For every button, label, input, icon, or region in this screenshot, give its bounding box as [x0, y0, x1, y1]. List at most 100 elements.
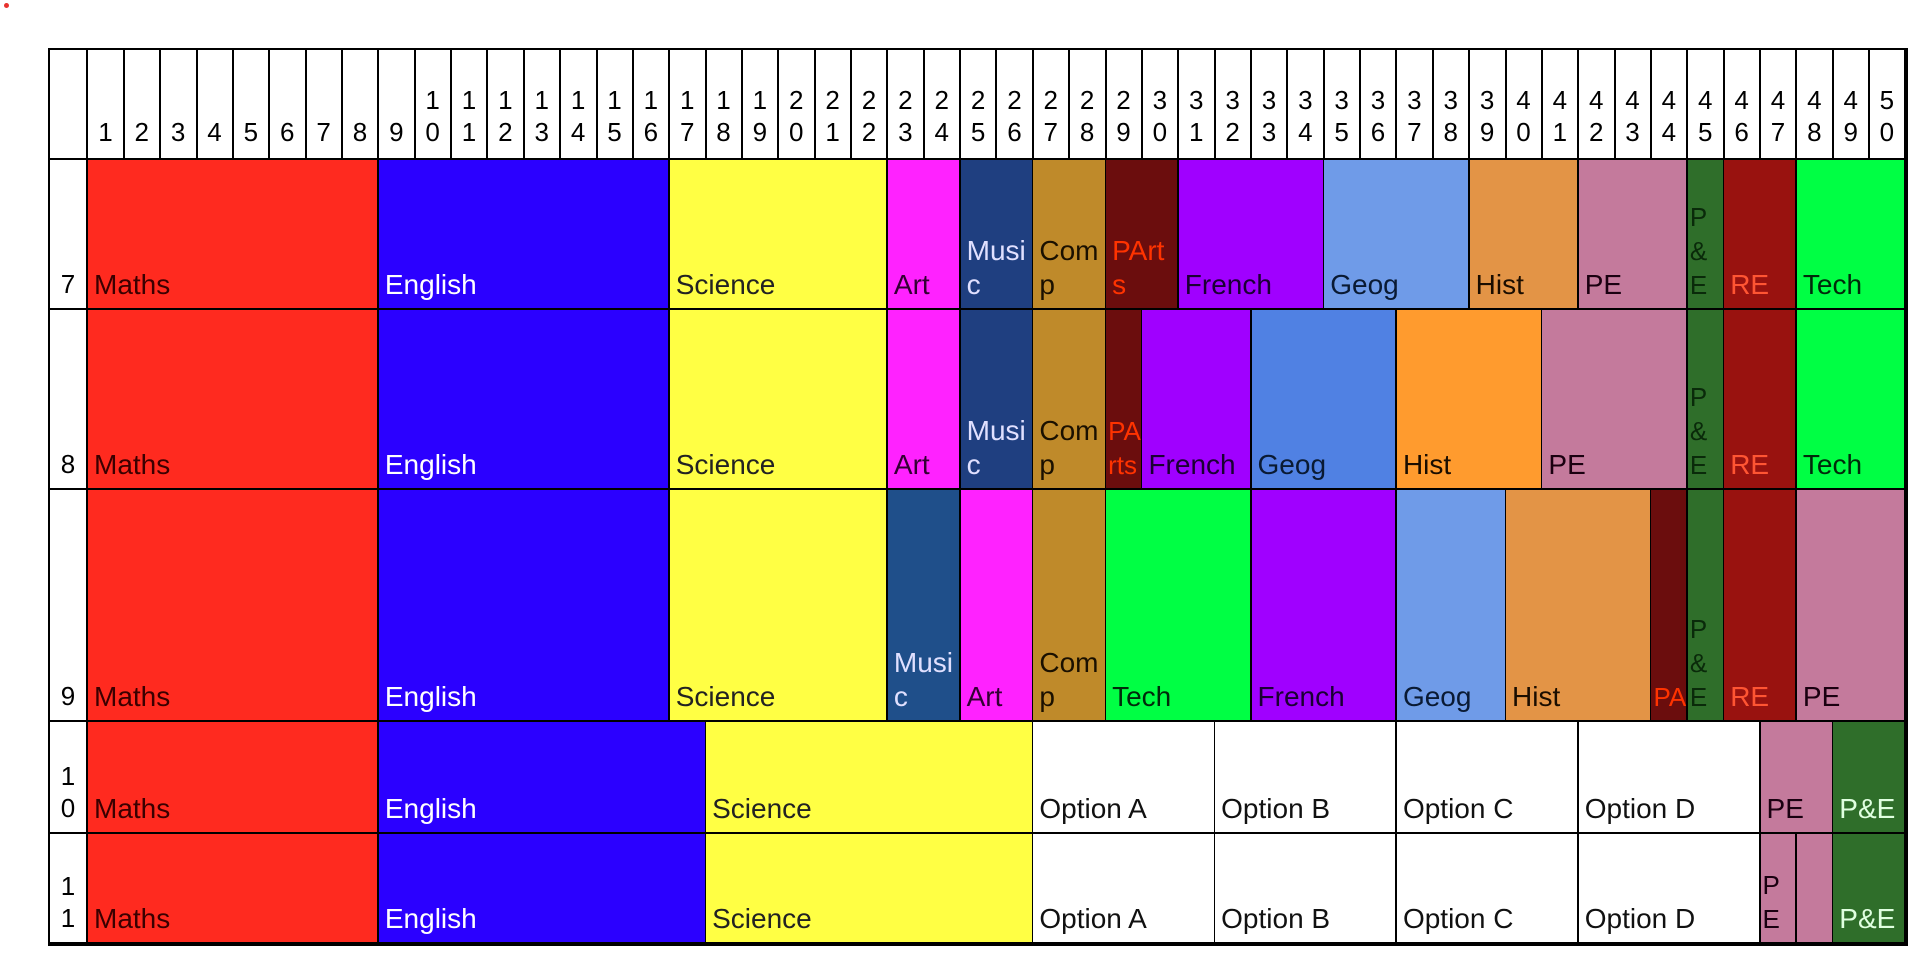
subject-block: PA: [1651, 490, 1689, 722]
year-label: 1 1: [50, 834, 88, 944]
year-label-text: 8: [60, 449, 76, 479]
period-number: 5 0: [1869, 50, 1906, 160]
subject-block: PE: [1796, 490, 1907, 722]
subject-block: Art: [887, 160, 962, 310]
subject-label: Geog: [1402, 681, 1472, 712]
period-number: 4 3: [1615, 50, 1652, 160]
subject-label: RE: [1730, 681, 1770, 712]
subject-block: Maths: [88, 722, 380, 834]
period-number: 1 7: [669, 50, 707, 160]
subject-label: French: [1148, 449, 1236, 480]
subject-label: PE: [1802, 681, 1841, 712]
subject-block: English: [378, 834, 707, 944]
period-number: 4 8: [1796, 50, 1834, 160]
subject-block: Option D: [1578, 834, 1762, 944]
period-number: 4 4: [1651, 50, 1689, 160]
subject-block: French: [1178, 160, 1325, 310]
subject-label: Comp: [1039, 235, 1099, 300]
subject-block: Geog: [1251, 310, 1398, 490]
subject-label: Hist: [1402, 449, 1452, 480]
period-number: 4 5: [1687, 50, 1725, 160]
subject-block: PE: [1578, 160, 1689, 310]
subject-block: Hist: [1396, 310, 1543, 490]
header-corner: [50, 50, 88, 160]
subject-label: Option B: [1221, 793, 1331, 824]
subject-label: PArts: [1112, 235, 1165, 300]
period-number: 1 1: [451, 50, 489, 160]
period-number: 4 7: [1760, 50, 1798, 160]
subject-block: Option C: [1396, 722, 1580, 834]
subject-label: Maths: [94, 681, 171, 712]
subject-label: Science: [712, 793, 812, 824]
period-number: 1 2: [487, 50, 525, 160]
subject-block: Music: [960, 310, 1034, 490]
subject-block: Tech: [1106, 490, 1253, 722]
subject-label: PE: [1762, 870, 1780, 934]
period-number: 5: [233, 50, 271, 160]
subject-block: PArts: [1106, 160, 1180, 310]
subject-label: P&E: [1689, 382, 1708, 480]
subject-label: Geog: [1257, 449, 1327, 480]
subject-label: French: [1184, 269, 1272, 300]
period-number: 6: [269, 50, 307, 160]
subject-label: Option C: [1402, 793, 1514, 824]
subject-block: French: [1251, 490, 1398, 722]
subject-label: English: [384, 449, 477, 480]
subject-block: Comp: [1033, 310, 1107, 490]
period-number: 1: [88, 50, 125, 160]
subject-block: Science: [706, 834, 1034, 944]
subject-block: English: [378, 490, 671, 722]
period-number: 2 9: [1106, 50, 1143, 160]
year-label-text: 1 0: [60, 761, 76, 823]
subject-label: Science: [675, 449, 776, 480]
subject-label: English: [384, 269, 477, 300]
subject-label: Tech: [1802, 449, 1863, 480]
subject-label: Science: [675, 681, 776, 712]
subject-label: Option A: [1039, 903, 1147, 934]
period-number: 4 6: [1724, 50, 1762, 160]
period-number: 7: [306, 50, 344, 160]
subject-label: PArts: [1108, 416, 1141, 480]
subject-block: P&E: [1687, 490, 1725, 722]
subject-block: Geog: [1396, 490, 1507, 722]
subject-block: Art: [960, 490, 1034, 722]
subject-label: P&E: [1689, 614, 1708, 712]
year-label: 8: [50, 310, 88, 490]
subject-block: Science: [669, 310, 889, 490]
subject-block: Maths: [88, 160, 380, 310]
subject-block: Comp: [1033, 490, 1107, 722]
subject-label: PE: [1584, 269, 1623, 300]
period-number: 1 3: [524, 50, 562, 160]
subject-label: Hist: [1475, 269, 1524, 300]
period-number: 4: [197, 50, 234, 160]
period-number: 2 4: [924, 50, 962, 160]
subject-block: Art: [887, 310, 962, 490]
period-number: 4 0: [1506, 50, 1543, 160]
subject-label: English: [384, 681, 477, 712]
subject-block: Option B: [1215, 722, 1398, 834]
period-number: 1 8: [706, 50, 743, 160]
subject-block: RE: [1724, 160, 1798, 310]
year-label-text: 1 1: [60, 871, 76, 933]
period-number: 4 2: [1578, 50, 1616, 160]
period-number: 2: [124, 50, 162, 160]
subject-label: PE: [1766, 793, 1804, 824]
subject-label: Comp: [1039, 647, 1099, 712]
period-number: 3 4: [1287, 50, 1325, 160]
subject-block: PE: [1760, 834, 1798, 944]
subject-label: P&E: [1839, 793, 1896, 824]
period-number: 3 3: [1251, 50, 1289, 160]
subject-block: Maths: [88, 834, 380, 944]
subject-label: Music: [966, 415, 1026, 480]
subject-block: Music: [887, 490, 962, 722]
subject-block: English: [378, 722, 707, 834]
subject-label: Option C: [1402, 903, 1514, 934]
subject-block: P&E: [1833, 722, 1907, 834]
period-number: 1 0: [415, 50, 453, 160]
subject-block: Hist: [1506, 490, 1652, 722]
period-number: 3 2: [1215, 50, 1253, 160]
subject-block: Science: [669, 160, 889, 310]
period-number: 1 5: [597, 50, 634, 160]
period-number: 3 7: [1396, 50, 1434, 160]
